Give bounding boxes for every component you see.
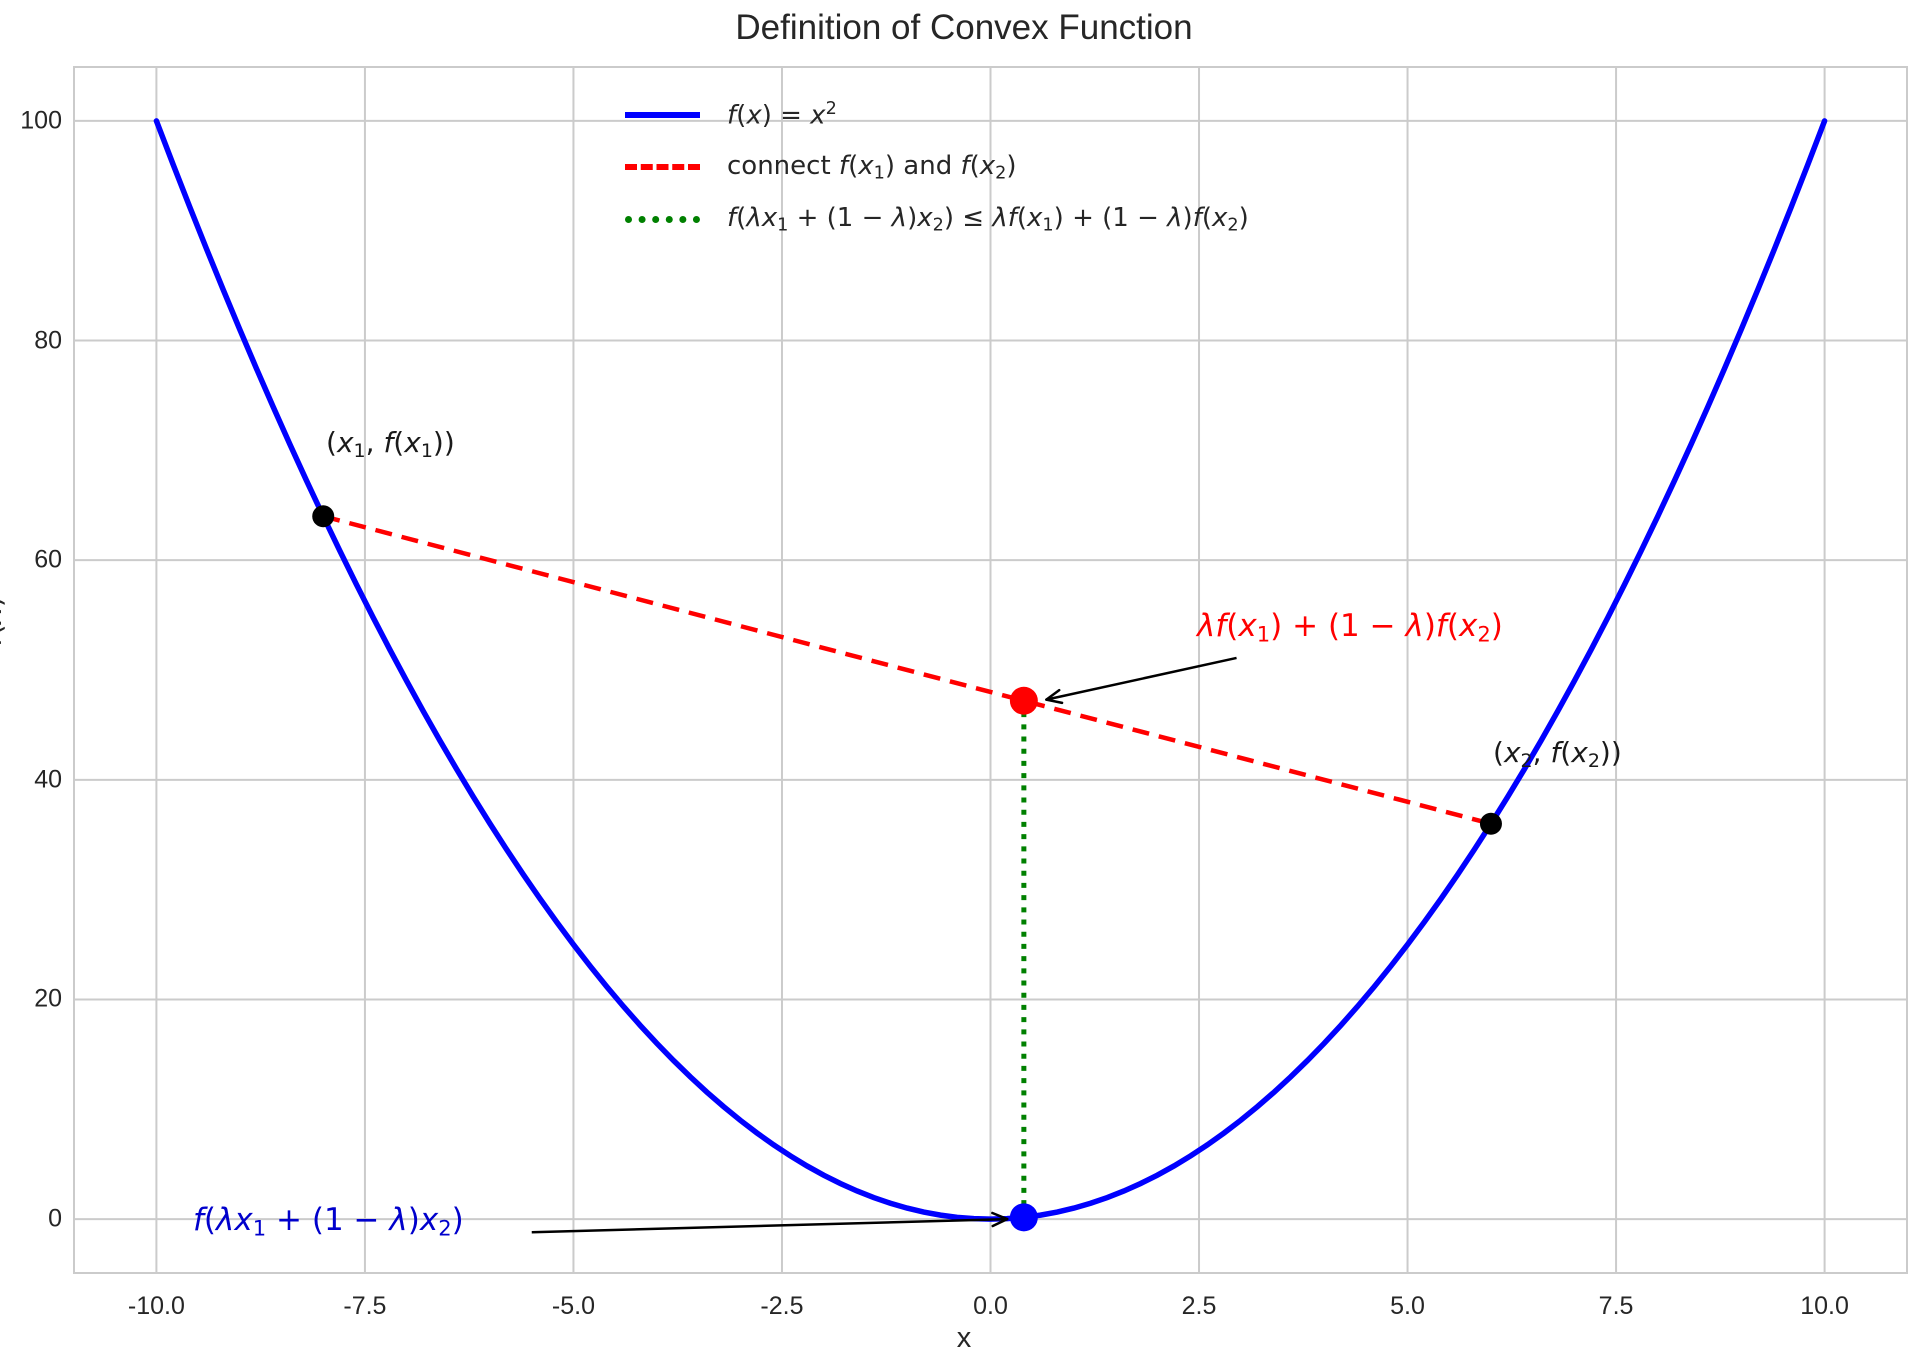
legend-swatch-inequality-icon (625, 215, 700, 223)
y-axis-label-text: f(x) (0, 596, 8, 646)
annotation-chord-value: λf(x1) + (1 − λ)f(x2) (1197, 608, 1503, 647)
chart-title: Definition of Convex Function (735, 8, 1193, 47)
x-tick-label: -7.5 (343, 1292, 387, 1320)
legend-swatch-chord-icon (625, 164, 700, 170)
legend-item-chord: connect f(x1) and f(x2) (625, 141, 1249, 193)
annotation-point-x2: (x2, f(x2)) (1493, 736, 1622, 772)
annotation-arrow (531, 1217, 1008, 1234)
data-point (1479, 812, 1502, 835)
legend: f(x) = x2 connect f(x1) and f(x2) f(λx1 … (625, 89, 1249, 245)
data-point (1009, 1203, 1038, 1232)
chord-line (322, 514, 1492, 826)
y-tick-label: 80 (34, 326, 62, 355)
data-point (1009, 686, 1038, 715)
x-tick-label: 5.0 (1390, 1292, 1425, 1320)
legend-item-curve: f(x) = x2 (625, 89, 1249, 141)
legend-label-chord: connect f(x1) and f(x2) (727, 150, 1017, 184)
x-tick-label: 2.5 (1181, 1292, 1217, 1320)
y-tick-label: 20 (34, 984, 62, 1013)
x-tick-label: 10.0 (1800, 1292, 1849, 1320)
plot-canvas (73, 66, 1908, 1274)
annotation-arrowhead (1045, 698, 1064, 705)
x-tick-label: 0.0 (973, 1292, 1008, 1320)
legend-item-inequality: f(λx1 + (1 − λ)x2) ≤ λf(x1) + (1 − λ)f(x… (625, 193, 1249, 245)
y-tick-label: 100 (20, 106, 62, 135)
annotation-function-value: f(λx1 + (1 − λ)x2) (193, 1202, 464, 1241)
x-tick-label: -10.0 (127, 1292, 185, 1320)
x-tick-label: 7.5 (1598, 1292, 1634, 1320)
annotation-point-x1: (x1, f(x1)) (326, 426, 455, 462)
legend-label-inequality: f(λx1 + (1 − λ)x2) ≤ λf(x1) + (1 − λ)f(x… (727, 202, 1249, 236)
x-tick-label: -2.5 (760, 1292, 804, 1320)
plot-area (73, 66, 1908, 1274)
legend-label-curve: f(x) = x2 (727, 99, 837, 131)
x-tick-label: -5.0 (551, 1292, 595, 1320)
legend-swatch-curve-icon (625, 112, 700, 118)
y-tick-label: 60 (34, 545, 62, 574)
data-point (312, 505, 335, 528)
x-axis-title: x (956, 1322, 972, 1354)
annotation-arrowhead (991, 1211, 1009, 1221)
annotation-arrow (1046, 656, 1237, 701)
y-axis-label: f(x) (0, 596, 8, 646)
axes-spines (73, 66, 1908, 1274)
y-tick-label: 0 (48, 1204, 62, 1233)
annotation-arrowhead (1045, 688, 1061, 701)
annotation-arrowhead (991, 1217, 1009, 1228)
y-tick-label: 40 (34, 765, 62, 794)
